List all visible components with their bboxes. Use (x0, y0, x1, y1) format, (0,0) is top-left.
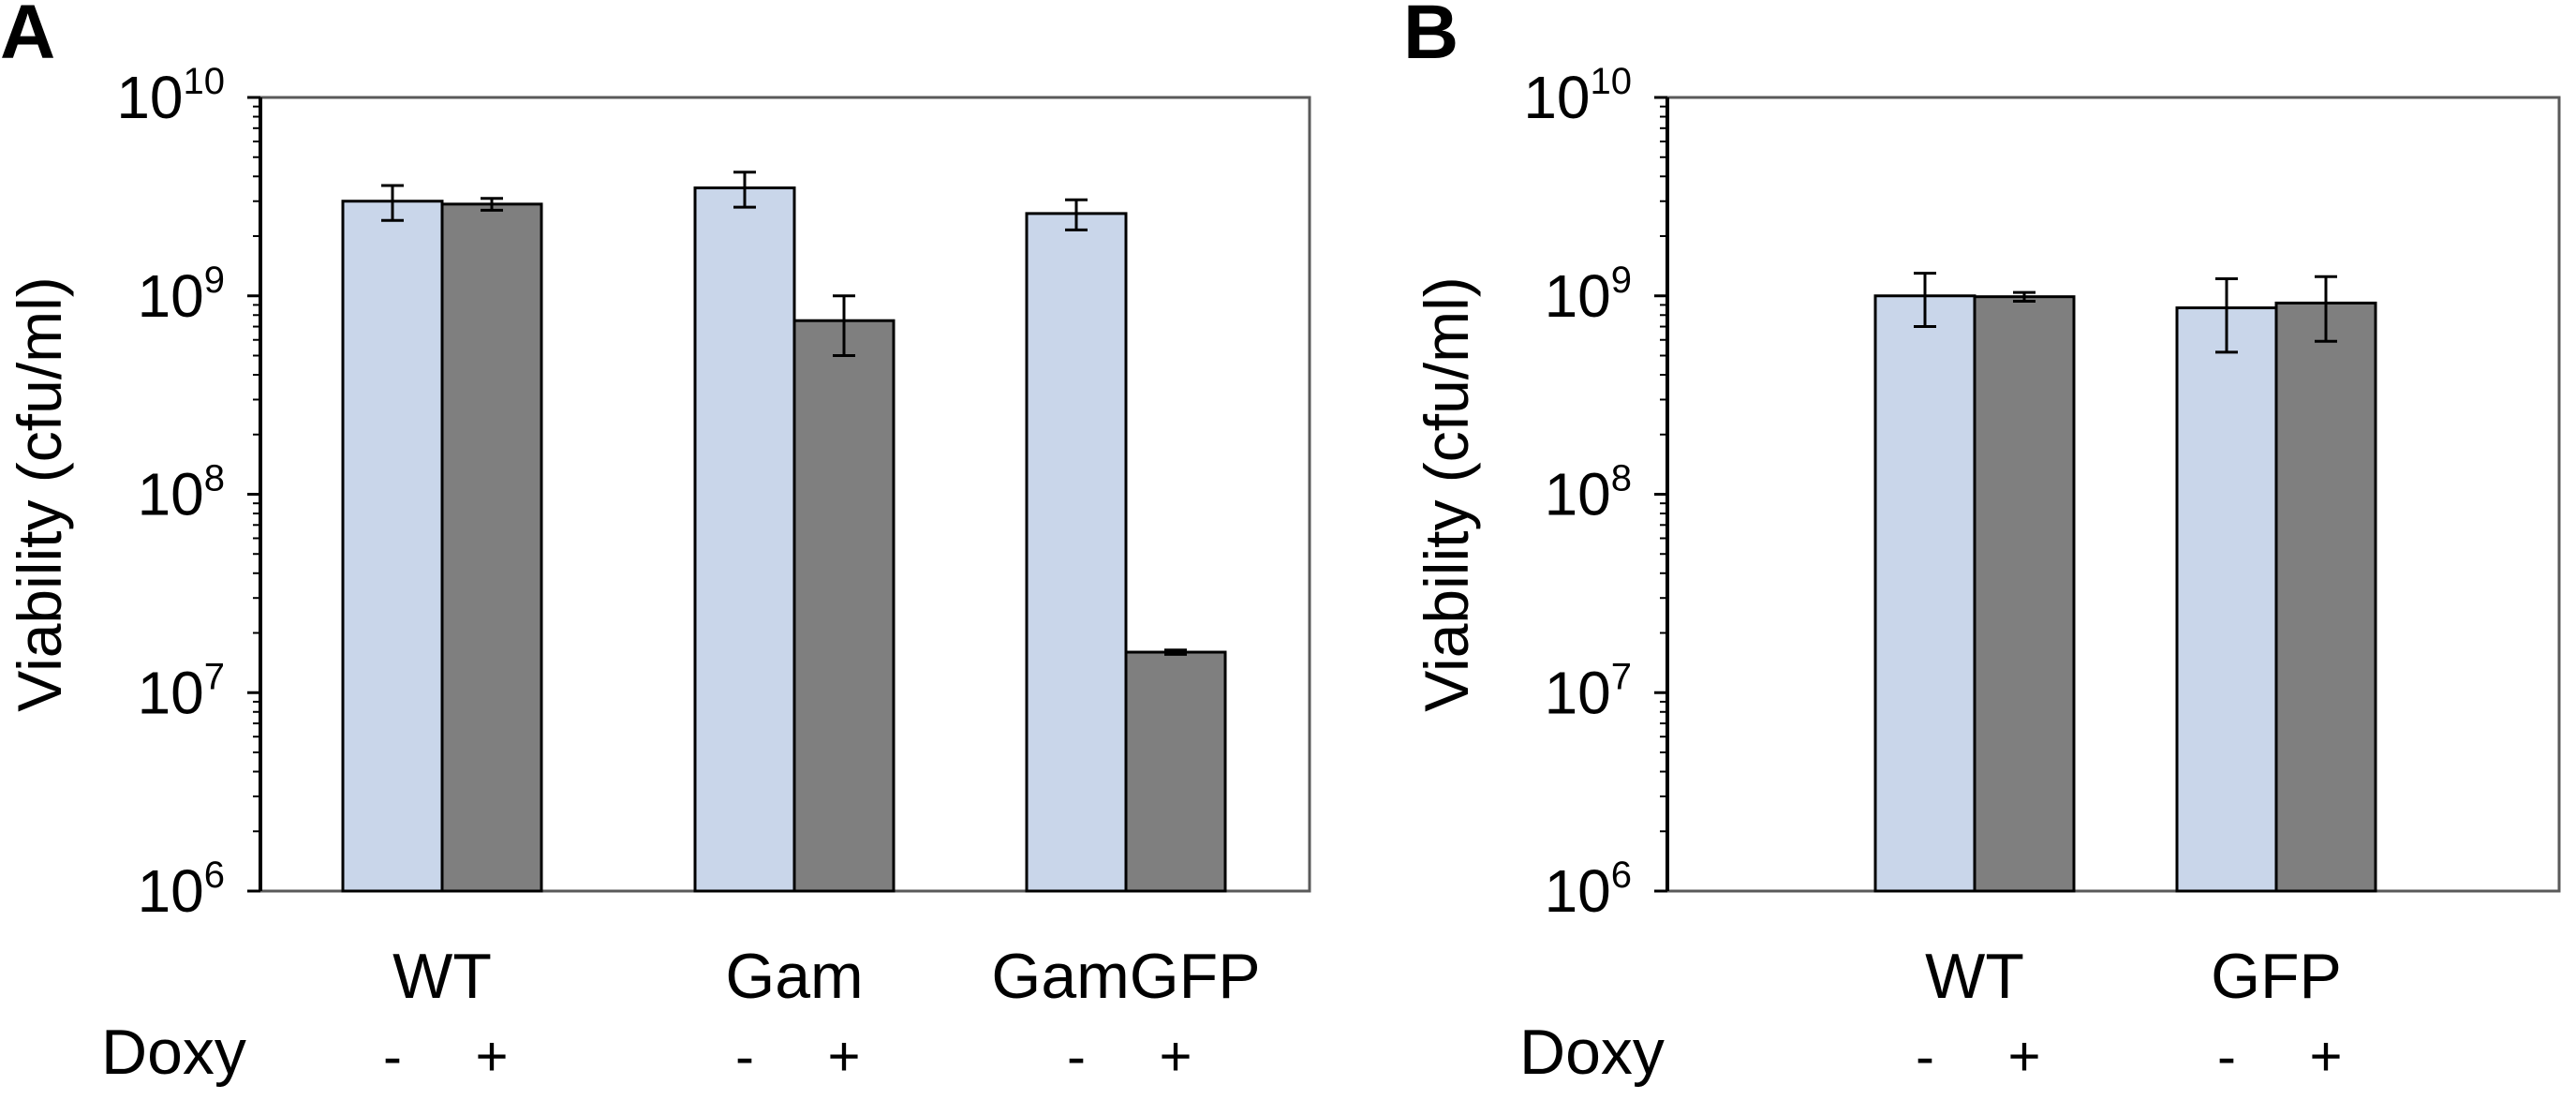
chart-panel-b: B 106 107 108 109 1010 Viability (cfu/ml) - + WT -… (1403, 0, 2561, 1088)
y-tick-label: 109 (1545, 260, 1632, 330)
y-tick-label: 109 (138, 260, 225, 330)
bar (2274, 301, 2377, 893)
category-label: GamGFP (991, 941, 1260, 1012)
doxy-sign-label: - (1916, 1025, 1934, 1088)
plot-frame (1666, 96, 2561, 893)
doxy-sign-label: + (2309, 1025, 2342, 1088)
doxy-sign-label: + (827, 1025, 860, 1088)
doxy-sign-label: - (383, 1025, 402, 1088)
bar (1124, 650, 1227, 893)
doxy-sign-label: + (1159, 1025, 1192, 1088)
category-label: WT (392, 941, 492, 1012)
bar (1025, 212, 1128, 893)
bar (792, 319, 896, 893)
y-tick-label: 1010 (1523, 61, 1632, 131)
bar (693, 186, 796, 893)
y-tick-label: 107 (1545, 656, 1632, 726)
bar (1873, 294, 1976, 893)
bar (440, 202, 543, 893)
bar (1973, 295, 2076, 893)
panel-letter: B (1403, 0, 1458, 75)
y-axis-label: Viability (cfu/ml) (1412, 276, 1481, 712)
doxy-row-label: Doxy (101, 1017, 246, 1088)
y-tick-label: 107 (138, 656, 225, 726)
y-axis-label: Viability (cfu/ml) (5, 276, 74, 712)
doxy-sign-label: + (475, 1025, 508, 1088)
category-label: WT (1925, 941, 2024, 1012)
bar (2175, 306, 2278, 893)
panel-letter: A (0, 0, 55, 75)
category-label: Gam (725, 941, 863, 1012)
category-label: GFP (2211, 941, 2342, 1012)
doxy-row-label: Doxy (1519, 1017, 1665, 1088)
doxy-sign-label: - (2217, 1025, 2236, 1088)
chart-panel-a: A 106 107 108 109 1010 Viability (cfu/ml) - + WT -… (0, 0, 1311, 1088)
y-tick-label: 108 (138, 458, 225, 528)
doxy-sign-label: - (735, 1025, 754, 1088)
bar (341, 200, 444, 893)
y-tick-label: 106 (1545, 855, 1632, 925)
y-tick-label: 106 (138, 855, 225, 925)
y-tick-label: 108 (1545, 458, 1632, 528)
doxy-sign-label: + (2007, 1025, 2040, 1088)
y-tick-label: 1010 (116, 61, 225, 131)
doxy-sign-label: - (1067, 1025, 1086, 1088)
